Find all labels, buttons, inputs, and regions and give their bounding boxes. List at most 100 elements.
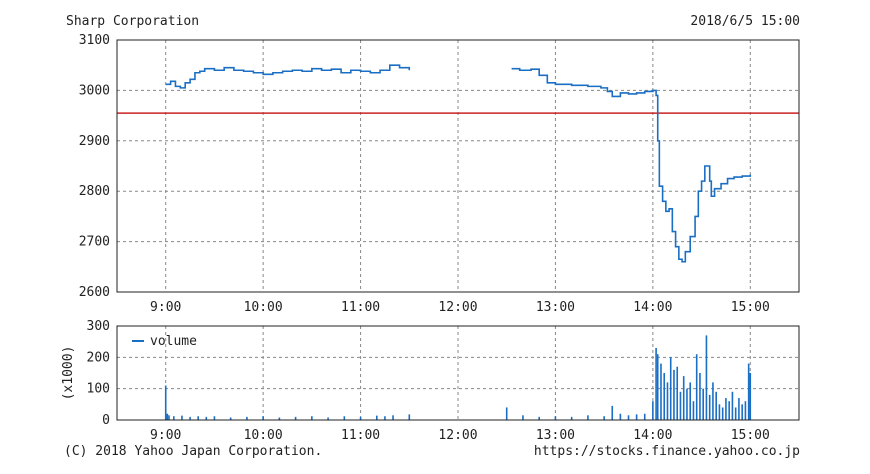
x-tick-label: 12:00 [438,428,477,443]
volume-bar [164,385,167,420]
volume-bar [686,388,688,420]
volume-bar [166,413,169,420]
x-tick-label: 11:00 [341,300,380,315]
x-tick-label: 10:00 [244,428,283,443]
volume-bar [229,417,232,420]
x-tick-label: 15:00 [731,428,770,443]
volume-bar [181,415,183,420]
volume-bar [619,413,622,420]
y-tick-label: 2600 [79,285,110,300]
x-tick-label: 12:00 [438,300,477,315]
y-tick-label: 200 [87,350,110,365]
volume-bar [168,415,170,420]
y-tick-label: 3000 [79,83,110,98]
x-tick-label: 15:00 [731,300,770,315]
volume-bar [660,363,662,420]
volume-bar [570,416,573,420]
price-line-afternoon [511,67,752,263]
chart-title: Sharp Corporation [66,14,200,29]
volume-bar [715,391,717,420]
volume-bar [392,415,394,420]
volume-bar [173,416,175,420]
volume-bar [294,416,297,420]
volume-bar [343,416,346,420]
volume-panel: 0 100 200 300 9:00 10:00 11:00 12:00 13:00 14:00 1… [61,319,800,443]
volume-bar [643,413,646,420]
volume-bar [689,382,692,420]
source-link[interactable]: https://stocks.finance.yahoo.co.jp [533,444,800,459]
y-tick-label: 300 [87,319,110,334]
y-tick-label: 2700 [79,235,110,250]
volume-bar [213,416,216,420]
volume-bar [669,357,672,420]
price-line-morning [165,64,411,89]
volume-bar [538,416,540,420]
y-axis-label: (x1000) [61,346,76,401]
price-panel: 2600 2700 2800 2900 3000 3100 9:00 10:00 11:00 12… [79,33,800,315]
y-tick-label: 0 [102,413,110,428]
volume-bar [408,414,411,420]
volume-bar [384,416,386,420]
volume-bar [676,366,679,420]
volume-bar [656,354,659,420]
x-tick-label: 13:00 [536,300,575,315]
legend-label: volume [150,334,197,349]
volume-bar [554,416,557,420]
x-tick-label: 10:00 [244,300,283,315]
volume-bar [359,416,362,420]
volume-bar [738,398,740,420]
y-tick-label: 2800 [79,184,110,199]
volume-bar [702,388,704,420]
volume-bar [725,398,727,420]
volume-bar [721,407,724,420]
volume-bar [731,391,734,420]
volume-bar [311,416,313,420]
x-tick-label: 14:00 [633,300,672,315]
volume-bar [666,382,669,420]
volume-bar [278,417,281,420]
plot-frame [116,325,800,421]
x-tick-label: 14:00 [633,428,672,443]
y-tick-label: 100 [87,382,110,397]
volume-bar [376,415,378,420]
volume-bar [705,335,708,420]
timestamp: 2018/6/5 15:00 [690,14,800,29]
y-tick-label: 2900 [79,134,110,149]
volume-bar [692,401,695,420]
volume-bar [695,354,698,420]
volume-bar [655,347,657,420]
volume-bar [718,404,721,420]
volume-bar [699,373,701,420]
volume-bar [652,401,654,420]
copyright-text: (C) 2018 Yahoo Japan Corporation. [64,444,323,459]
volume-bar [708,394,711,420]
volume-bar [712,382,714,420]
volume-bar [741,404,743,420]
volume-bar [189,416,191,420]
volume-bar [205,416,208,420]
volume-bar [505,407,508,420]
volume-bar [246,416,248,420]
volume-bar [627,415,630,420]
x-tick-label: 13:00 [536,428,575,443]
volume-bar [728,401,730,420]
x-tick-label: 11:00 [341,428,380,443]
x-tick-label: 9:00 [150,300,181,315]
x-tick-label: 9:00 [150,428,181,443]
volume-bar [682,376,685,420]
volume-bar [679,391,682,420]
volume-bar [635,414,638,420]
volume-bar [522,415,524,420]
volume-bar [749,373,752,420]
plot-frame [116,39,800,293]
volume-bar [603,416,605,420]
volume-bar [734,407,737,420]
volume-bar [673,369,675,420]
volume-bar [611,405,614,420]
y-tick-label: 3100 [79,33,110,48]
volume-bar [197,416,199,420]
volume-bar [744,401,747,420]
volume-bar [587,415,589,420]
volume-bar [663,373,666,420]
